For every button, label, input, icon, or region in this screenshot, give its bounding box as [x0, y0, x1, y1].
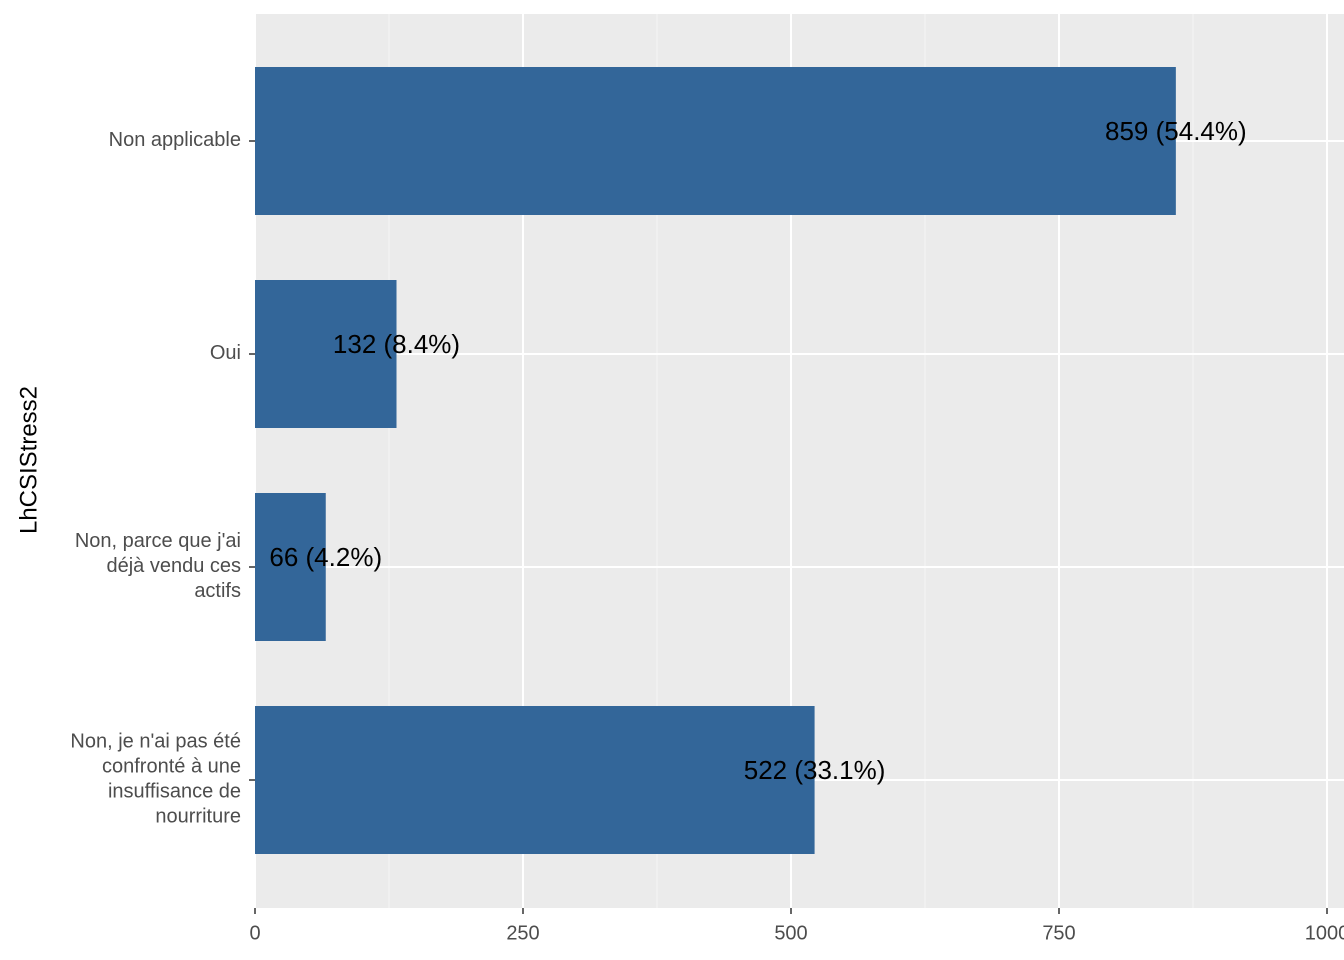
label-line: Non, parce que j'ai — [75, 530, 241, 552]
bar — [255, 493, 326, 641]
x-tick-label: 250 — [506, 922, 539, 944]
label-line: actifs — [194, 580, 241, 602]
x-tick-label: 0 — [249, 922, 260, 944]
label-line: Non, je n'ai pas été — [70, 731, 241, 753]
value-label: 132 (8.4%) — [333, 329, 460, 359]
x-tick-label: 1000 — [1305, 922, 1344, 944]
label-line: Non applicable — [109, 129, 241, 151]
y-tick-label: Non, je n'ai pas été confronté à une insuf… — [70, 731, 241, 828]
label-line: nourriture — [155, 806, 241, 828]
value-label: 66 (4.2%) — [269, 542, 382, 572]
label-line: confronté à une — [102, 756, 241, 778]
y-tick-label: Non, parce que j'ai déjà vendu ces actifs — [75, 530, 241, 602]
value-label: 522 (33.1%) — [744, 755, 886, 785]
bar — [255, 280, 397, 428]
bar — [255, 67, 1176, 215]
x-tick-label: 750 — [1042, 922, 1075, 944]
label-line: Oui — [210, 342, 241, 364]
y-axis-title: LhCSIStress2 — [15, 386, 42, 534]
y-tick-label: Non applicable — [109, 129, 241, 151]
value-label: 859 (54.4%) — [1105, 116, 1247, 146]
label-line: insuffisance de — [108, 781, 241, 803]
bar — [255, 706, 815, 854]
x-tick-label: 500 — [774, 922, 807, 944]
label-line: déjà vendu ces — [106, 555, 241, 577]
y-tick-label: Oui — [210, 342, 241, 364]
